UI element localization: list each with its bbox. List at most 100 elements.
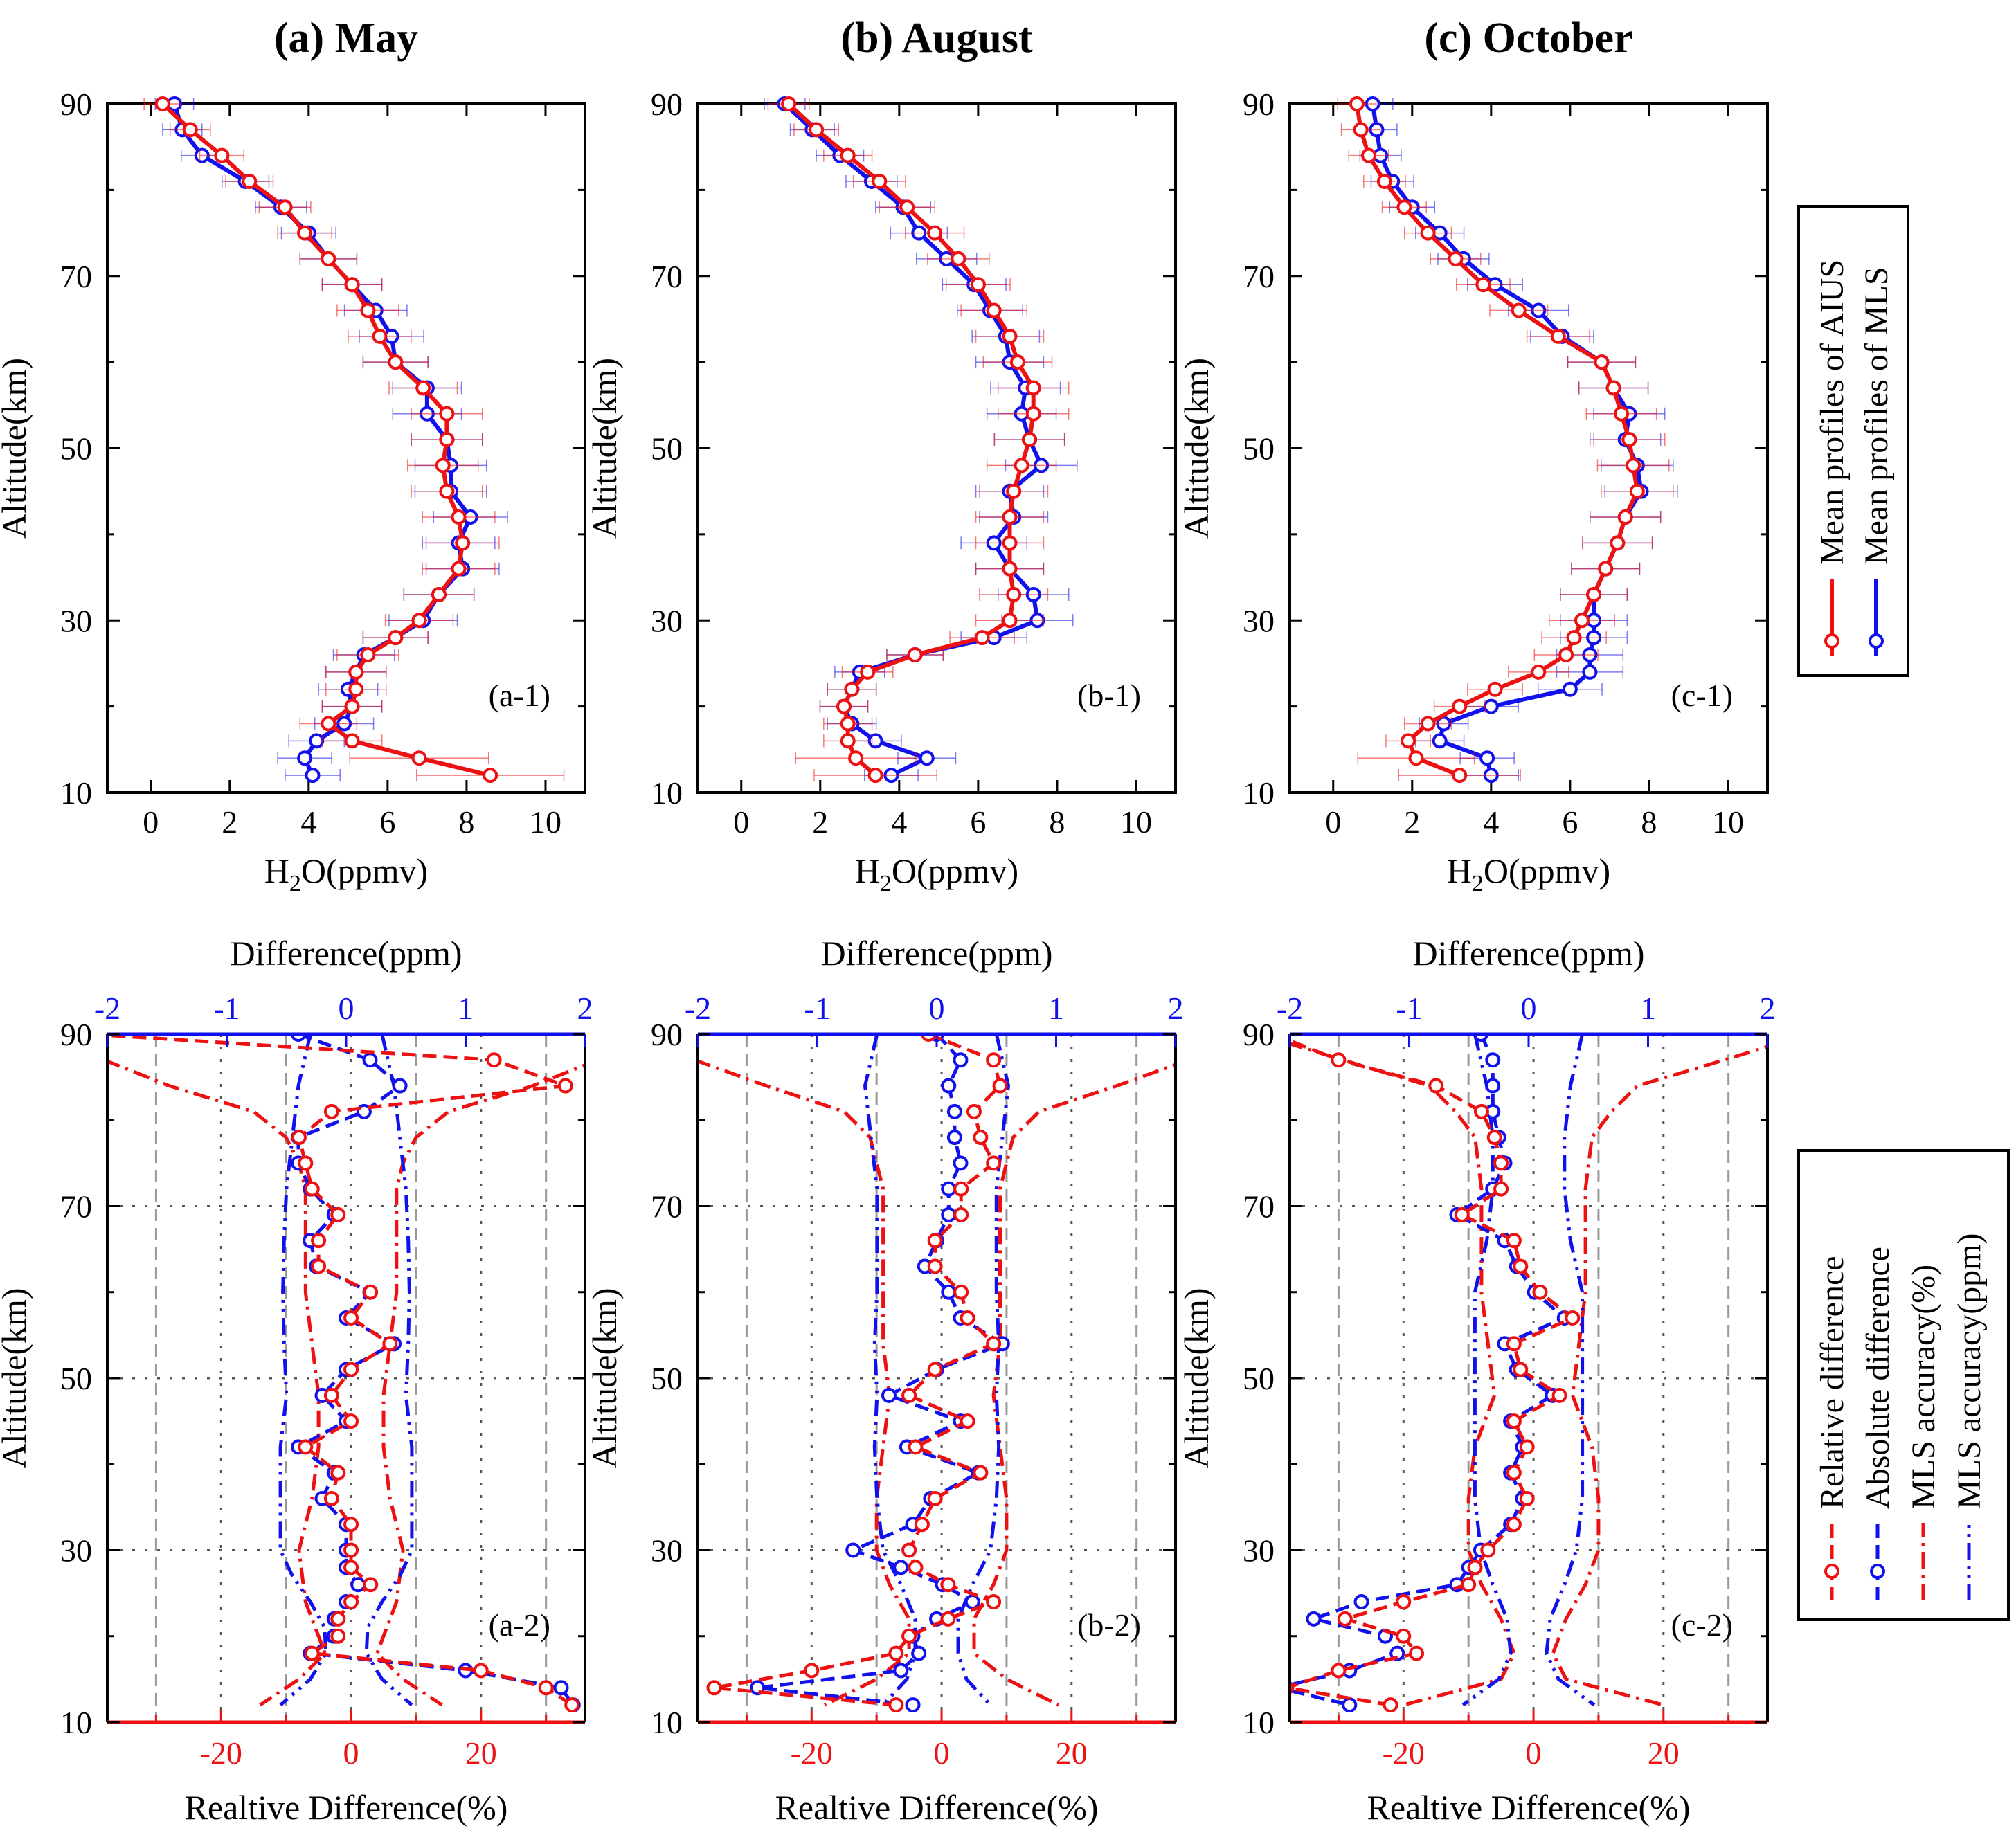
legend-label: Mean profiles of MLS (1858, 266, 1895, 565)
aius-point (899, 199, 915, 215)
mls-accuracy-ppm-line (278, 1034, 328, 1707)
y-tick-label: 10 (1243, 1705, 1275, 1740)
relative-difference-point (343, 1594, 359, 1610)
difference-plot: -20 0 20 -2 -1 0 1 2 10 30 50 70 90 Altitude(km) Diffe… (585, 934, 1184, 1827)
absolute-difference-point (946, 1103, 962, 1119)
x-tick-label: 8 (1049, 804, 1065, 840)
relative-difference-point (953, 1284, 969, 1300)
x-tick-label: 20 (465, 1735, 497, 1771)
aius-point (388, 354, 404, 370)
aius-point (1511, 302, 1527, 318)
aius-point (439, 406, 455, 422)
aius-point (1475, 277, 1491, 293)
legend-label: Relative difference (1814, 1256, 1851, 1509)
aius-point (1566, 630, 1582, 646)
difference-series (1290, 1034, 1767, 1713)
y-tick-label: 30 (60, 1533, 92, 1569)
x-tick-label: -20 (200, 1735, 242, 1771)
relative-difference-point (1409, 1645, 1425, 1661)
absolute-difference-point (941, 1078, 957, 1094)
y-axis-label: Altitude(km) (0, 1287, 33, 1468)
aius-point (970, 277, 986, 293)
aius-point (1558, 647, 1574, 662)
relative-difference-point (901, 1628, 917, 1644)
relative-difference-point (1467, 1560, 1483, 1575)
relative-difference-point (1519, 1490, 1535, 1506)
x2-tick-label: 0 (929, 991, 945, 1026)
x-tick-label: 0 (143, 804, 159, 840)
y-tick-label: 90 (651, 87, 683, 122)
y-tick-label: 50 (1243, 1361, 1275, 1396)
x2-tick-label: -2 (94, 991, 120, 1026)
aius-point (360, 302, 376, 318)
y-axis-label: Altitude(km) (1177, 1287, 1216, 1468)
relative-difference-point (940, 1577, 956, 1593)
legend-box (1797, 205, 1909, 677)
mls-accuracy-ppm-line (863, 1034, 917, 1706)
mls-point (1479, 750, 1495, 766)
x-tick-label: 6 (379, 804, 395, 840)
aius-point (483, 768, 498, 784)
x-tick-label: -20 (1383, 1735, 1425, 1771)
mls-point (309, 733, 325, 749)
relative-difference-point (298, 1155, 314, 1171)
aius-point (431, 586, 447, 602)
relative-difference-point (1506, 1336, 1522, 1352)
relative-difference-point (323, 1103, 339, 1119)
relative-difference-point (888, 1697, 904, 1713)
aius-point (1006, 586, 1022, 602)
relative-difference-point (538, 1680, 554, 1696)
y-tick-label: 50 (60, 431, 92, 467)
x-tick-label: 0 (343, 1735, 359, 1771)
aius-point (1452, 768, 1468, 784)
relative-difference-point (986, 1594, 1002, 1610)
relative-difference-point (1428, 1078, 1444, 1094)
relative-difference-point (1506, 1517, 1522, 1533)
y-tick-label: 30 (1243, 603, 1275, 638)
aius-point (836, 698, 852, 714)
aius-point (411, 613, 427, 629)
relative-difference-point (311, 1233, 327, 1249)
aius-point (1586, 586, 1602, 602)
y-tick-label: 90 (1243, 1017, 1275, 1052)
aius-point (435, 458, 451, 473)
x2-tick-label: 2 (1168, 991, 1184, 1026)
panel-label: (a-1) (489, 678, 550, 713)
x2-tick-label: -2 (1277, 991, 1303, 1026)
relative-difference-point (343, 1542, 359, 1558)
chart-title: (b) August (840, 15, 1033, 62)
x2-tick-label: 1 (1048, 991, 1064, 1026)
x-tick-label: 20 (1056, 1735, 1088, 1771)
relative-difference-point (1461, 1577, 1477, 1593)
y-tick-label: 70 (1243, 259, 1275, 294)
x-tick-label: 6 (1562, 804, 1578, 840)
aius-point (1574, 613, 1590, 629)
mls-point (1562, 681, 1578, 697)
aius-point (1022, 432, 1038, 448)
x-tick-label: 4 (891, 804, 907, 840)
relative-difference-point (304, 1181, 320, 1197)
legend-label: MLS accuracy(%) (1905, 1265, 1942, 1509)
aius-point (781, 96, 797, 111)
aius-point (1452, 698, 1468, 714)
aius-point (840, 147, 856, 163)
x-tick-label: 2 (222, 804, 237, 840)
x2-tick-label: 1 (1640, 991, 1656, 1026)
relative-difference-point (363, 1284, 379, 1300)
absolute-difference-point (362, 1052, 378, 1068)
aius-point (1420, 716, 1436, 732)
relative-difference-point (940, 1611, 956, 1627)
aius-point (1626, 458, 1641, 473)
y-tick-label: 10 (651, 1705, 683, 1740)
aius-point (840, 733, 856, 749)
legend-swatch-marker (1824, 633, 1839, 649)
mls-accuracy-pct-line (375, 1063, 585, 1707)
x2-tick-label: -2 (685, 991, 711, 1026)
relative-difference-point (1519, 1439, 1535, 1455)
panel-label: (b-1) (1077, 678, 1141, 713)
relative-difference-point (1506, 1413, 1522, 1429)
aius-point (848, 750, 864, 766)
x-axis-label: H2O(ppmv) (264, 851, 428, 896)
